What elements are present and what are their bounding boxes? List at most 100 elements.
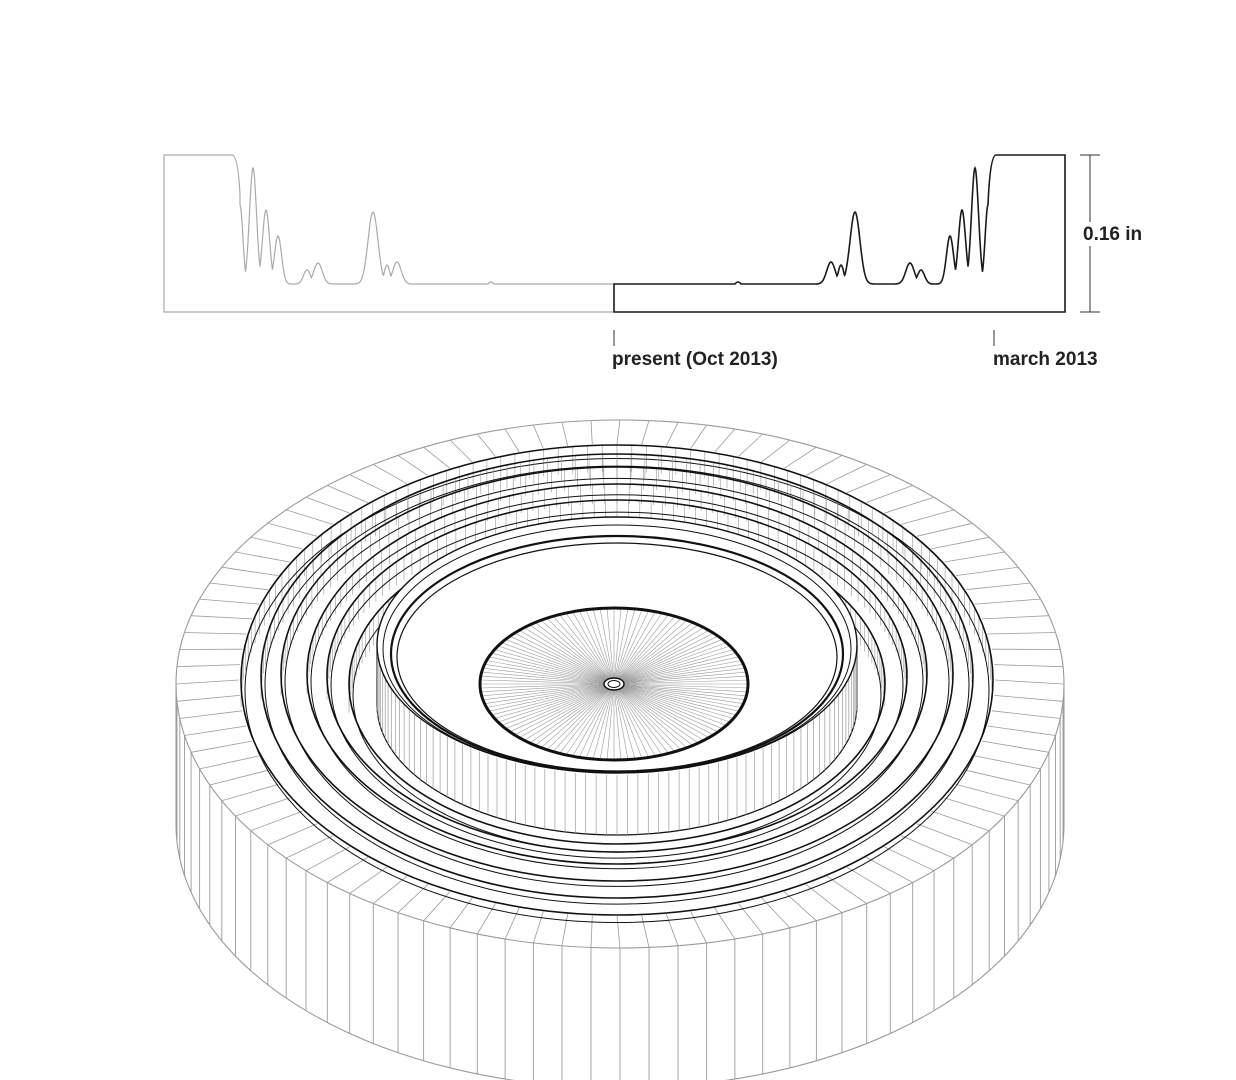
rim-radial-segment — [533, 911, 544, 944]
rim-radial-segment — [476, 433, 496, 457]
rim-radial-segment — [235, 797, 290, 817]
rim-radial-segment — [966, 582, 1031, 591]
rim-radial-segment — [305, 846, 350, 872]
rim-radial-segment — [826, 464, 867, 485]
disc-spoke — [484, 664, 615, 685]
disc-spoke — [480, 683, 615, 689]
rim-radial-segment — [533, 424, 544, 449]
disc-spoke — [486, 683, 615, 708]
rim-radial-segment — [267, 522, 318, 537]
disc-spoke — [519, 683, 615, 738]
disc-spoke — [599, 608, 615, 685]
disc-spoke — [486, 660, 615, 685]
rim-radial-segment — [974, 755, 1041, 770]
rim-radial-segment — [191, 615, 252, 620]
disc-spoke — [481, 683, 615, 697]
terrace-edge — [280, 466, 954, 882]
disc-spoke — [613, 664, 744, 685]
terrace-edge — [240, 444, 994, 916]
disc-spoke — [514, 632, 615, 685]
disc-spoke — [540, 620, 615, 685]
disc-spoke — [613, 683, 663, 756]
rim-radial-segment — [449, 439, 473, 463]
profile-mirror-trace — [163, 154, 614, 313]
disc-spoke — [482, 667, 615, 685]
disc-spoke — [613, 683, 688, 748]
disc-spoke — [613, 617, 682, 685]
wireframe-bowl-model — [175, 419, 1065, 1080]
rim-radial-segment — [738, 903, 764, 935]
disc-spoke — [497, 683, 615, 723]
disc-spoke — [482, 683, 615, 701]
disc-spoke — [599, 683, 615, 760]
rim-radial-segment — [690, 911, 707, 944]
disc-spoke — [613, 683, 737, 716]
disc-spoke — [579, 610, 615, 685]
start-label: march 2013 — [993, 349, 1098, 370]
rim-radial-segment — [476, 903, 496, 935]
rim-radial-segment — [761, 897, 791, 929]
disc-spoke — [613, 612, 663, 685]
rim-radial-segment — [199, 598, 260, 605]
disc-spoke — [613, 635, 719, 685]
disc-spoke — [613, 611, 656, 685]
rim-radial-segment — [714, 428, 736, 453]
disc-spoke — [613, 683, 742, 708]
disc-spoke — [514, 683, 615, 736]
rim-radial-segment — [944, 551, 1005, 563]
disc-spoke — [585, 609, 615, 685]
disc-spoke — [540, 683, 615, 748]
disc-spoke — [613, 683, 693, 746]
rim-radial-segment — [449, 897, 473, 929]
rim-radial-segment — [665, 913, 679, 946]
rim-radial-segment — [982, 615, 1049, 620]
disc-spoke — [535, 683, 615, 746]
disc-spoke — [613, 652, 737, 685]
profile-current-trace — [613, 154, 1066, 313]
rim-radial-segment — [994, 695, 1064, 702]
rim-radial-segment — [423, 446, 451, 469]
hub-inner — [607, 680, 621, 688]
disc-spoke — [559, 614, 615, 685]
rim-radial-segment — [931, 536, 990, 550]
disc-spoke — [480, 679, 615, 685]
disc-spoke — [488, 656, 615, 685]
disc-spoke — [501, 642, 615, 685]
rim-radial-segment — [987, 725, 1056, 736]
disc-spoke — [613, 683, 682, 751]
disc-spoke — [579, 683, 615, 758]
rim-radial-segment — [994, 679, 1065, 685]
disc-spoke — [559, 683, 615, 754]
terrace-edge-secondary — [330, 511, 904, 859]
disc-spoke — [613, 656, 740, 685]
disc-spoke — [509, 635, 615, 685]
hub-outer — [603, 677, 625, 691]
disc-spoke — [613, 683, 746, 701]
disc-spoke — [613, 679, 748, 685]
disc-spoke — [613, 683, 748, 689]
rim-radial-segment — [305, 496, 350, 514]
rim-radial-segment — [250, 536, 303, 550]
rim-radial-segment — [209, 769, 268, 786]
rim-radial-segment — [884, 846, 935, 872]
disc-spoke — [494, 649, 615, 685]
disc-spoke — [613, 667, 746, 685]
rim-radial-segment — [761, 439, 791, 463]
disc-spoke — [519, 630, 615, 685]
rim-radial-segment — [738, 433, 763, 457]
rim-radial-segment — [690, 424, 707, 449]
rim-radial-segment — [561, 422, 569, 447]
rim-radial-segment — [221, 784, 279, 802]
disc-spoke — [509, 683, 615, 733]
rim-radial-segment — [184, 632, 247, 635]
rim-radial-segment — [327, 485, 368, 503]
disc-spoke — [613, 608, 636, 685]
rim-radial-segment — [665, 422, 679, 447]
disc-spoke — [613, 608, 629, 685]
disc-spoke — [613, 683, 748, 693]
rim-radial-segment — [826, 875, 867, 904]
rim-radial-segment — [191, 740, 252, 753]
disc-spoke — [613, 608, 622, 685]
rim-radial-segment — [504, 428, 520, 453]
rim-radial-segment — [397, 884, 429, 913]
